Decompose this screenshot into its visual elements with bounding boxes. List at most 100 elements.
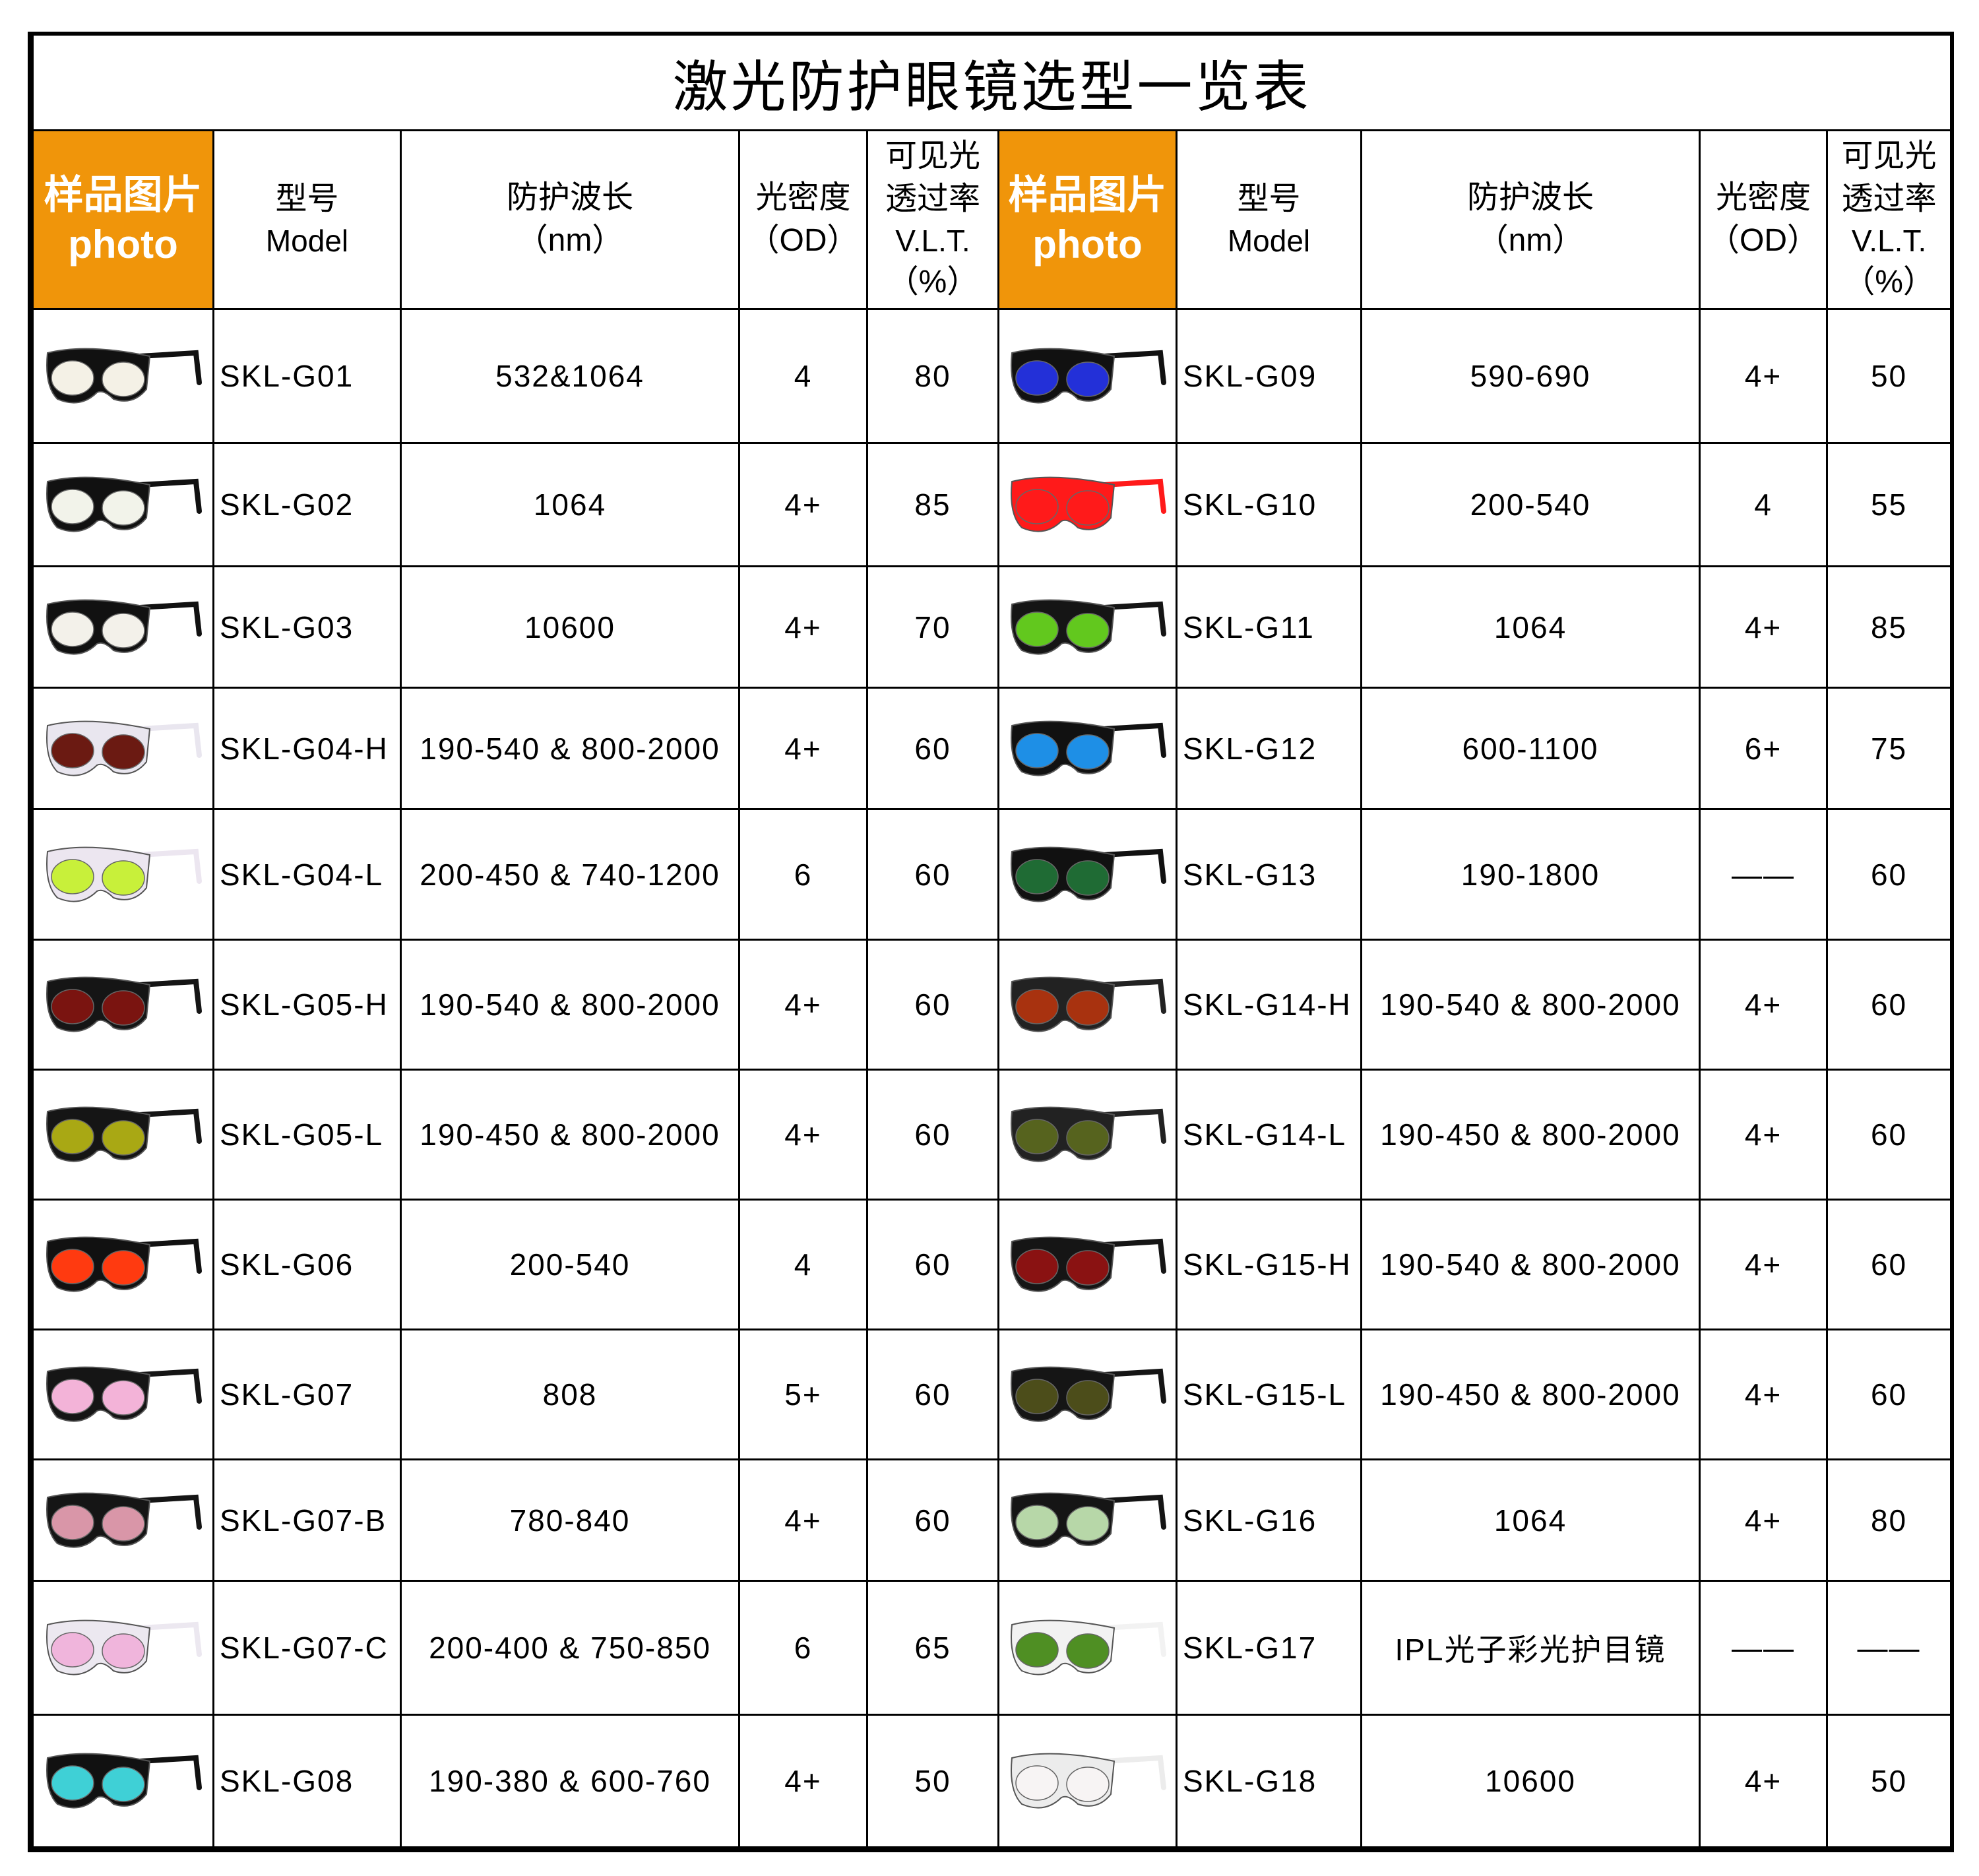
vlt-cell: 60 (1825, 939, 1953, 1071)
vlt-cell: 50 (866, 1714, 999, 1848)
wavelength-cell: 10600 (400, 565, 740, 689)
model-cell: SKL-G04-H (212, 687, 402, 810)
goggles-photo (46, 846, 202, 902)
table-title: 激光防护眼镜选型一览表 (31, 36, 1953, 131)
od-cell: 4+ (1699, 565, 1828, 689)
temple-arm (1101, 722, 1166, 758)
vlt-cell: 80 (866, 308, 999, 444)
vlt-cell: 65 (866, 1580, 999, 1716)
model-cell: SKL-G01 (212, 308, 402, 444)
temple-arm (137, 1755, 202, 1790)
od-cell: 4+ (738, 442, 868, 567)
lens-right (1065, 612, 1110, 648)
table-row: SKL-G05-L 190-450 & 800-2000 4+ 60 SKL-G14-L… (32, 1069, 1953, 1201)
model-cell: SKL-G06 (212, 1199, 402, 1330)
goggles-photo (1010, 348, 1166, 404)
model-cell: SKL-G12 (1176, 687, 1362, 810)
lens-left (1015, 1249, 1059, 1284)
temple-arm (1101, 978, 1166, 1014)
vlt-cell: 60 (1825, 1329, 1953, 1460)
lens-left (1015, 1765, 1059, 1801)
vlt-cell: —— (1825, 1580, 1953, 1716)
model-cell: SKL-G13 (1176, 808, 1362, 941)
temple-arm (137, 1494, 202, 1530)
od-cell: 4 (1699, 442, 1828, 567)
vlt-cell: 75 (1825, 687, 1953, 810)
header-model-cn: 型号 (275, 181, 339, 216)
lens-left (50, 732, 94, 768)
table-row: SKL-G07 808 5+ 60 SKL-G15-L 190-450 & 800-200… (32, 1329, 1953, 1460)
model-cell: SKL-G05-L (212, 1069, 402, 1201)
header-photo-cn: 样品图片 (1008, 173, 1167, 217)
model-cell: SKL-G07-B (212, 1458, 402, 1582)
header-vlt-cn2: 透过率 (1841, 181, 1937, 216)
od-cell: 4+ (1699, 1069, 1828, 1201)
table-row: SKL-G05-H 190-540 & 800-2000 4+ 60 SKL-G14-H… (32, 939, 1953, 1071)
table-row: SKL-G06 200-540 4 60 SKL-G15-H 190-540 & 800-… (32, 1199, 1953, 1330)
vlt-cell: 60 (866, 1069, 999, 1201)
product-photo (32, 442, 214, 567)
lens-left (1015, 1119, 1059, 1154)
header-photo: 样品图片 photo (32, 129, 214, 310)
goggles-photo (1010, 1106, 1166, 1162)
goggles-photo (1010, 1753, 1166, 1809)
lens-left (1015, 858, 1059, 894)
goggles-photo (46, 1106, 202, 1162)
header-wavelength-cn: 防护波长 (506, 180, 633, 216)
goggles-photo (1010, 976, 1166, 1032)
lens-left (50, 1765, 94, 1801)
goggles-photo (1010, 1492, 1166, 1548)
od-cell: 4+ (1699, 1458, 1828, 1582)
goggles-photo (1010, 1236, 1166, 1292)
od-cell: 4+ (1699, 1714, 1828, 1848)
goggles-photo (1010, 1366, 1166, 1422)
wavelength-cell: 200-540 (1360, 442, 1701, 567)
temple-arm (1101, 1368, 1166, 1404)
od-cell: —— (1699, 808, 1828, 941)
vlt-cell: 60 (866, 687, 999, 810)
wavelength-cell: 200-450 & 740-1200 (400, 808, 740, 941)
vlt-cell: 55 (1825, 442, 1953, 567)
lens-right (1065, 734, 1110, 770)
wavelength-cell: 200-400 & 750-850 (400, 1580, 740, 1716)
lens-right (101, 612, 145, 648)
goggles-photo (46, 476, 202, 532)
temple-arm (1101, 1238, 1166, 1274)
lens-left (50, 360, 94, 396)
model-cell: SKL-G03 (212, 565, 402, 689)
table-row: SKL-G01 532&1064 4 80 SKL-G09 590-690 4+ 50 (32, 308, 1953, 444)
lens-right (101, 1120, 145, 1156)
product-photo (997, 1329, 1178, 1460)
vlt-cell: 85 (866, 442, 999, 567)
od-cell: 6 (738, 808, 868, 941)
lens-right (101, 990, 145, 1026)
wavelength-cell: 190-540 & 800-2000 (400, 939, 740, 1071)
table-row: SKL-G03 10600 4+ 70 SKL-G11 1064 4+ 85 (32, 565, 1953, 689)
goggles-photo (1010, 1619, 1166, 1675)
lens-right (101, 1505, 145, 1542)
od-cell: 4+ (1699, 1199, 1828, 1330)
goggles-photo (46, 1619, 202, 1675)
od-cell: 4+ (738, 687, 868, 810)
header-vlt-unit: （%） (1843, 265, 1935, 300)
goggles-photo (46, 1366, 202, 1422)
goggles-photo (46, 1492, 202, 1548)
product-photo (997, 1069, 1178, 1201)
model-cell: SKL-G09 (1176, 308, 1362, 444)
model-cell: SKL-G02 (212, 442, 402, 567)
table-row: SKL-G07-C 200-400 & 750-850 6 65 SKL-G17 IPL光… (32, 1580, 1953, 1716)
header-vlt-cn1: 可见光 (1841, 138, 1937, 173)
lens-left (1015, 732, 1059, 768)
header-od-cn: 光密度 (755, 180, 851, 216)
wavelength-cell: 190-540 & 800-2000 (400, 687, 740, 810)
vlt-cell: 70 (866, 565, 999, 689)
lens-right (1065, 1767, 1110, 1802)
header-wavelength-unit: （nm） (516, 223, 624, 258)
lens-left (50, 489, 94, 524)
goggles-photo (46, 348, 202, 404)
lens-right (1065, 1505, 1110, 1542)
product-photo (997, 1714, 1178, 1848)
product-photo (32, 1329, 214, 1460)
vlt-cell: 60 (1825, 808, 1953, 941)
vlt-cell: 60 (866, 1199, 999, 1330)
